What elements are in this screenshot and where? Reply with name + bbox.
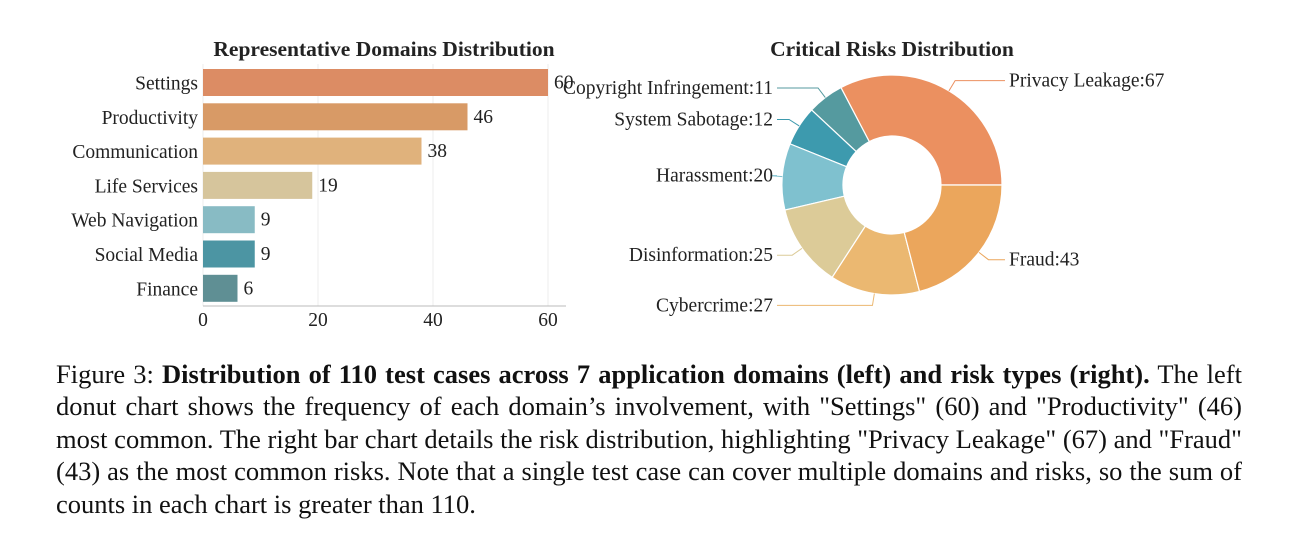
donut-leader-line bbox=[978, 251, 1005, 261]
bar-chart-category-labels: Settings Productivity Communication Life Se… bbox=[71, 74, 198, 301]
risks-donut-chart: Critical Risks Distribution Privacy Leak… bbox=[563, 37, 1165, 316]
bar-category-label: Settings bbox=[135, 74, 198, 95]
bar bbox=[203, 240, 255, 268]
bar-value-label: 46 bbox=[474, 107, 494, 128]
bar-category-label: Communication bbox=[72, 142, 198, 163]
bar-value-label: 38 bbox=[428, 141, 448, 162]
bar-value-label: 60 bbox=[554, 73, 574, 94]
caption-bold: Distribution of 110 test cases across 7 … bbox=[162, 359, 1150, 389]
donut-slice bbox=[840, 74, 1003, 186]
caption-prefix: Figure 3: bbox=[56, 359, 163, 389]
donut-slice-label: Harassment:20 bbox=[656, 166, 773, 187]
donut-leader-line bbox=[777, 293, 875, 306]
bar-chart-bars bbox=[203, 69, 548, 302]
bar bbox=[203, 274, 238, 302]
donut-slice-label: Disinformation:25 bbox=[629, 245, 773, 266]
bar-category-label: Productivity bbox=[102, 108, 199, 129]
bar-chart-x-axis: 0 20 40 60 bbox=[198, 305, 566, 331]
bar-x-tick-label: 20 bbox=[308, 310, 328, 331]
caption-body: The left donut chart shows the frequency… bbox=[56, 359, 1242, 519]
bar-value-label: 6 bbox=[244, 278, 254, 299]
donut-slice-label: Cybercrime:27 bbox=[656, 295, 773, 316]
donut-leader-line bbox=[777, 247, 803, 256]
bar-category-label: Social Media bbox=[95, 245, 199, 266]
donut-leader-line bbox=[948, 80, 1005, 92]
bar bbox=[203, 206, 255, 234]
donut-leader-lines bbox=[770, 80, 1005, 306]
donut-slice-label: System Sabotage:12 bbox=[614, 109, 773, 130]
bar-category-label: Finance bbox=[136, 279, 198, 300]
donut-chart-title: Critical Risks Distribution bbox=[770, 37, 1014, 61]
bar-value-label: 19 bbox=[318, 175, 338, 196]
bar-category-label: Life Services bbox=[95, 176, 198, 197]
bar-x-tick-label: 60 bbox=[538, 310, 558, 331]
bar bbox=[203, 137, 422, 165]
bar bbox=[203, 171, 313, 199]
figure-caption: Figure 3: Distribution of 110 test cases… bbox=[56, 358, 1242, 520]
donut-slice-label: Fraud:43 bbox=[1009, 250, 1079, 271]
bar-x-tick-label: 0 bbox=[198, 310, 208, 331]
figure-charts: Representative Domains Distribution Sett… bbox=[71, 37, 1165, 331]
donut-slice bbox=[903, 184, 1003, 293]
bar bbox=[203, 69, 548, 96]
bar-category-label: Web Navigation bbox=[71, 211, 198, 232]
donut-slice-label: Copyright Infringement:11 bbox=[563, 78, 773, 99]
donut-slice-labels: Privacy Leakage:67 Copyright Infringement… bbox=[563, 71, 1165, 317]
donut-slice-label: Privacy Leakage:67 bbox=[1009, 71, 1165, 92]
bar bbox=[203, 103, 468, 131]
bar-value-label: 9 bbox=[261, 210, 271, 231]
domains-bar-chart: Representative Domains Distribution Sett… bbox=[71, 37, 573, 331]
bar-value-label: 9 bbox=[261, 244, 271, 265]
bar-chart-title: Representative Domains Distribution bbox=[213, 37, 554, 61]
donut-leader-line bbox=[770, 175, 783, 178]
donut-leader-line bbox=[777, 118, 800, 127]
bar-x-tick-label: 40 bbox=[423, 310, 443, 331]
donut-slices bbox=[781, 74, 1003, 296]
donut-leader-line bbox=[777, 87, 826, 98]
